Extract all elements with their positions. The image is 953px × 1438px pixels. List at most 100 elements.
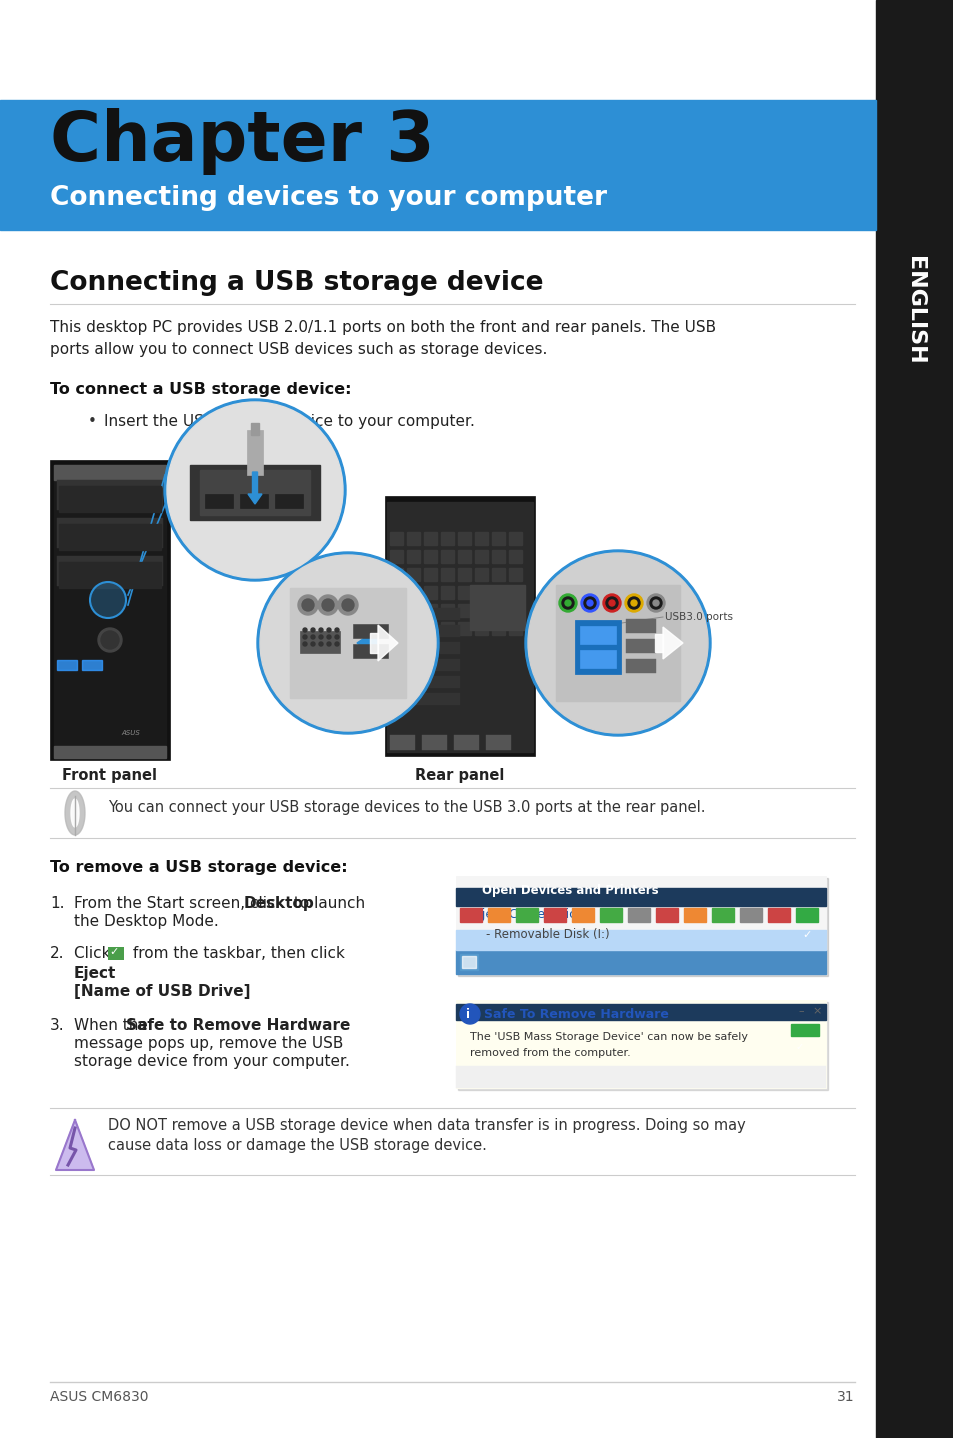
Bar bbox=[57, 480, 163, 510]
Circle shape bbox=[101, 631, 119, 649]
Text: ✓: ✓ bbox=[801, 930, 810, 940]
Bar bbox=[456, 951, 825, 974]
Bar bbox=[454, 735, 478, 751]
Bar bbox=[579, 626, 616, 644]
Bar bbox=[457, 623, 471, 636]
Circle shape bbox=[558, 594, 577, 613]
Bar bbox=[205, 495, 233, 508]
Circle shape bbox=[256, 552, 438, 733]
Bar bbox=[54, 464, 166, 480]
Bar bbox=[475, 587, 488, 600]
Circle shape bbox=[322, 600, 334, 611]
Circle shape bbox=[602, 594, 620, 613]
Bar bbox=[556, 585, 679, 700]
Bar bbox=[456, 1066, 825, 1089]
Bar bbox=[59, 486, 161, 512]
Circle shape bbox=[459, 1004, 479, 1024]
Bar bbox=[599, 907, 621, 922]
Bar bbox=[492, 568, 504, 581]
Bar bbox=[576, 621, 619, 673]
Bar bbox=[475, 549, 488, 564]
Bar bbox=[516, 907, 537, 922]
Bar bbox=[457, 1002, 827, 1090]
Text: 3.: 3. bbox=[50, 1018, 65, 1032]
Bar bbox=[390, 532, 402, 545]
Circle shape bbox=[652, 600, 659, 605]
Bar bbox=[390, 735, 415, 751]
Bar bbox=[57, 557, 163, 587]
Text: ASUS CM6830: ASUS CM6830 bbox=[50, 1391, 149, 1403]
Bar bbox=[50, 460, 170, 761]
Text: To connect a USB storage device:: To connect a USB storage device: bbox=[50, 383, 351, 397]
Bar bbox=[492, 549, 504, 564]
Bar bbox=[509, 549, 521, 564]
Circle shape bbox=[327, 636, 331, 638]
Circle shape bbox=[524, 549, 710, 736]
Text: Connecting devices to your computer: Connecting devices to your computer bbox=[50, 186, 606, 211]
Text: Front panel: Front panel bbox=[63, 768, 157, 784]
Bar bbox=[795, 907, 817, 922]
Circle shape bbox=[318, 641, 323, 646]
Polygon shape bbox=[662, 627, 682, 659]
Bar bbox=[108, 948, 124, 961]
Circle shape bbox=[561, 597, 574, 610]
Text: Desktop: Desktop bbox=[244, 896, 314, 912]
Circle shape bbox=[90, 582, 126, 618]
Bar bbox=[290, 588, 406, 697]
Polygon shape bbox=[65, 791, 85, 835]
Text: from the taskbar, then click: from the taskbar, then click bbox=[128, 946, 350, 961]
Circle shape bbox=[605, 597, 618, 610]
Bar bbox=[407, 604, 419, 617]
Bar bbox=[485, 735, 511, 751]
Bar bbox=[423, 549, 436, 564]
Bar bbox=[656, 907, 678, 922]
Circle shape bbox=[303, 628, 307, 631]
Circle shape bbox=[167, 403, 343, 578]
Circle shape bbox=[303, 641, 307, 646]
Bar bbox=[492, 623, 504, 636]
Circle shape bbox=[586, 600, 593, 605]
Circle shape bbox=[630, 600, 637, 605]
Circle shape bbox=[649, 597, 661, 610]
Bar bbox=[370, 633, 377, 653]
Text: 31: 31 bbox=[837, 1391, 854, 1403]
Bar bbox=[456, 999, 825, 1089]
Bar bbox=[390, 693, 459, 705]
Text: ENGLISH: ENGLISH bbox=[904, 256, 924, 364]
Text: message pops up, remove the USB: message pops up, remove the USB bbox=[74, 1035, 343, 1051]
Bar bbox=[440, 604, 454, 617]
Circle shape bbox=[311, 641, 314, 646]
Circle shape bbox=[327, 628, 331, 631]
Polygon shape bbox=[377, 626, 397, 661]
Bar bbox=[0, 101, 875, 230]
Text: the Desktop Mode.: the Desktop Mode. bbox=[74, 915, 218, 929]
Bar bbox=[390, 587, 402, 600]
Bar bbox=[390, 659, 459, 672]
Bar bbox=[385, 496, 535, 756]
Bar bbox=[492, 604, 504, 617]
Bar bbox=[509, 623, 521, 636]
Bar bbox=[390, 641, 459, 654]
Bar bbox=[767, 907, 789, 922]
Text: Eject Cruzer Slice: Eject Cruzer Slice bbox=[474, 907, 583, 920]
Bar bbox=[457, 568, 471, 581]
Text: ×: × bbox=[811, 1007, 821, 1017]
Text: To remove a USB storage device:: To remove a USB storage device: bbox=[50, 860, 347, 874]
Bar bbox=[82, 660, 102, 670]
Bar bbox=[54, 464, 166, 755]
Circle shape bbox=[302, 600, 314, 611]
Text: You can connect your USB storage devices to the USB 3.0 ports at the rear panel.: You can connect your USB storage devices… bbox=[108, 800, 705, 815]
Bar bbox=[488, 907, 510, 922]
Bar bbox=[579, 650, 616, 669]
Text: i: i bbox=[465, 1008, 470, 1021]
Text: Open Devices and Printers: Open Devices and Printers bbox=[481, 884, 658, 897]
Bar bbox=[572, 907, 594, 922]
Bar bbox=[423, 532, 436, 545]
Bar bbox=[456, 876, 825, 974]
Bar bbox=[457, 879, 827, 976]
Text: Connecting a USB storage device: Connecting a USB storage device bbox=[50, 270, 543, 296]
Bar bbox=[509, 587, 521, 600]
Bar bbox=[627, 907, 649, 922]
Bar bbox=[390, 608, 459, 620]
Polygon shape bbox=[71, 800, 79, 827]
